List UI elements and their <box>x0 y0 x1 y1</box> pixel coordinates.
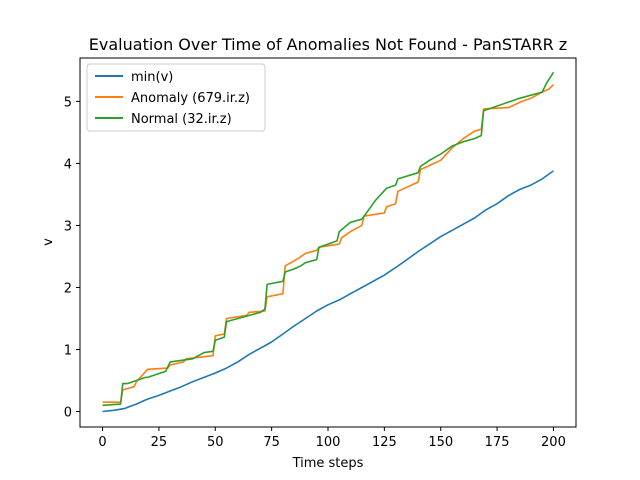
legend-label: min(v) <box>131 70 173 85</box>
legend-box <box>86 63 266 132</box>
x-tick-label: 200 <box>541 435 566 450</box>
x-tick-label: 125 <box>372 435 397 450</box>
y-tick-label: 5 <box>64 95 72 110</box>
x-tick-label: 75 <box>263 435 280 450</box>
x-tick-label: 0 <box>98 435 106 450</box>
y-tick-label: 4 <box>64 157 72 172</box>
x-tick-label: 150 <box>428 435 453 450</box>
series-line <box>102 170 554 413</box>
x-tick-label: 100 <box>316 435 341 450</box>
plot-frame <box>79 57 577 428</box>
x-tick-label: 50 <box>207 435 224 450</box>
legend-label: Anomaly (679.ir.z) <box>131 91 250 106</box>
y-tick-label: 0 <box>64 405 72 420</box>
x-tick-label: 25 <box>151 435 168 450</box>
legend: min(v) Anomaly (679.ir.z) Normal (32.ir.z) <box>86 63 266 132</box>
y-axis-label: v <box>41 238 56 246</box>
series-layer <box>102 71 555 413</box>
tick-layer: 0 25 50 75 100 125 150 175 200 0 1 2 3 4 5 <box>64 95 566 450</box>
x-axis-label: Time steps <box>292 456 364 471</box>
y-tick-label: 1 <box>64 343 72 358</box>
legend-label: Normal (32.ir.z) <box>131 112 232 127</box>
series-line <box>102 84 555 403</box>
chart-title: Evaluation Over Time of Anomalies Not Fo… <box>89 35 567 54</box>
series-line <box>102 71 555 407</box>
x-tick-label: 175 <box>485 435 510 450</box>
y-tick-label: 2 <box>64 281 72 296</box>
y-tick-label: 3 <box>64 219 72 234</box>
